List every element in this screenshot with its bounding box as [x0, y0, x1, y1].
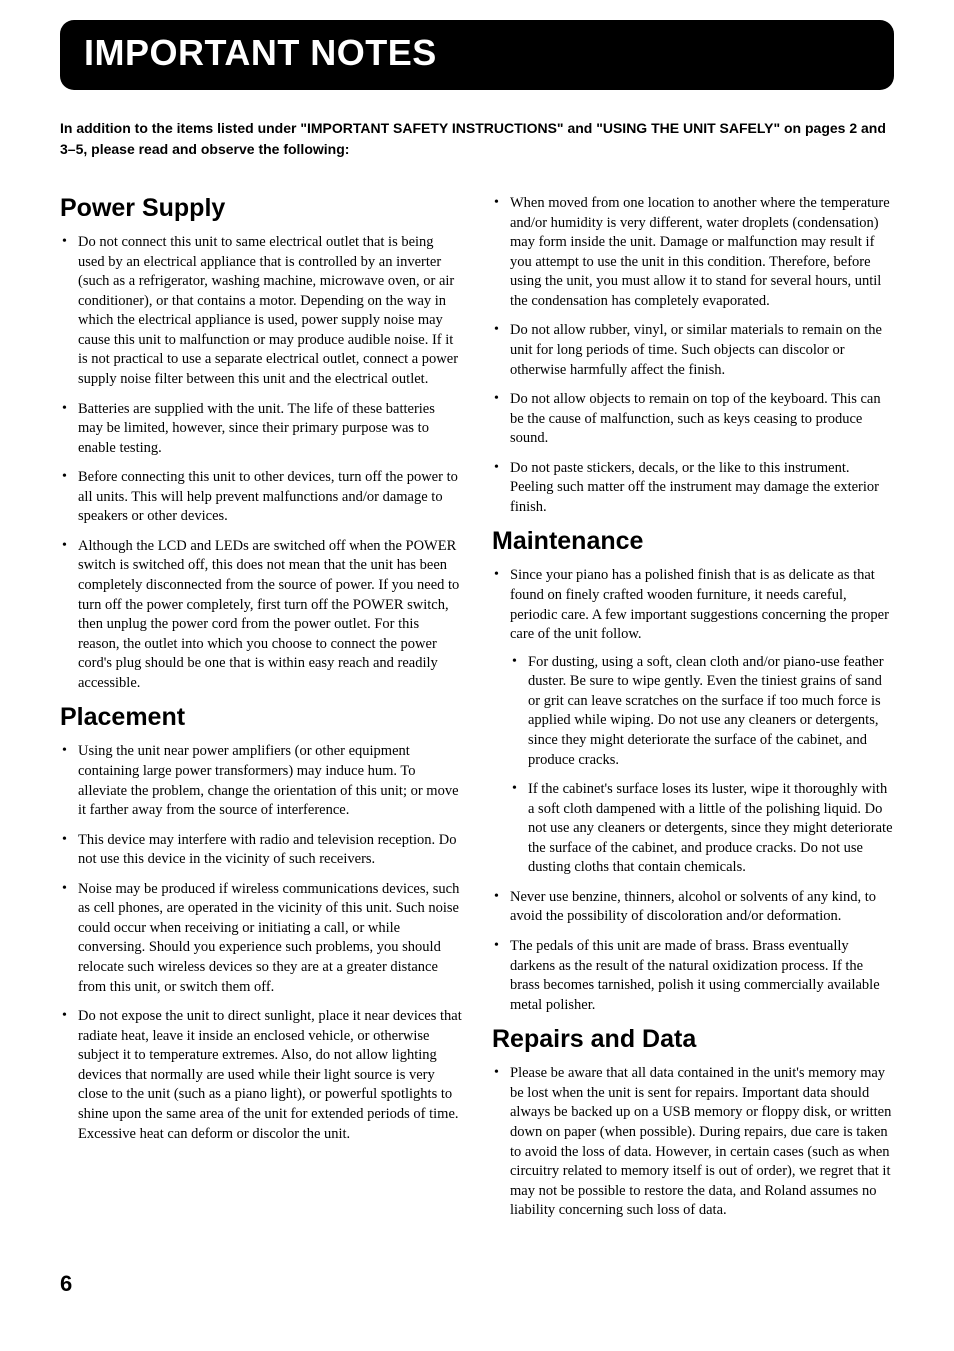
placement-heading: Placement [60, 703, 462, 732]
list-item: Before connecting this unit to other dev… [60, 468, 462, 527]
intro-paragraph: In addition to the items listed under "I… [60, 118, 894, 160]
list-item: Since your piano has a polished finish t… [492, 566, 894, 877]
list-item: Do not allow rubber, vinyl, or similar m… [492, 321, 894, 380]
title-banner: IMPORTANT NOTES [60, 20, 894, 90]
list-item: Noise may be produced if wireless commun… [60, 880, 462, 997]
page-title: IMPORTANT NOTES [84, 32, 870, 74]
list-item-text: Since your piano has a polished finish t… [510, 567, 889, 642]
left-column: Power Supply Do not connect this unit to… [60, 184, 462, 1231]
list-item: Do not expose the unit to direct sunligh… [60, 1007, 462, 1144]
power-supply-heading: Power Supply [60, 194, 462, 223]
placement-list-right: When moved from one location to another … [492, 194, 894, 517]
list-item: The pedals of this unit are made of bras… [492, 937, 894, 1015]
power-supply-list: Do not connect this unit to same electri… [60, 233, 462, 693]
list-item: Although the LCD and LEDs are switched o… [60, 537, 462, 694]
list-item: Do not connect this unit to same electri… [60, 233, 462, 390]
page-number: 6 [60, 1271, 894, 1297]
list-item: Using the unit near power amplifiers (or… [60, 742, 462, 820]
list-item: Never use benzine, thinners, alcohol or … [492, 888, 894, 927]
maintenance-sublist: For dusting, using a soft, clean cloth a… [510, 653, 894, 878]
list-item: Please be aware that all data contained … [492, 1064, 894, 1221]
list-item: Batteries are supplied with the unit. Th… [60, 400, 462, 459]
two-column-layout: Power Supply Do not connect this unit to… [60, 184, 894, 1231]
placement-list-left: Using the unit near power amplifiers (or… [60, 742, 462, 1144]
list-item: For dusting, using a soft, clean cloth a… [510, 653, 894, 770]
maintenance-heading: Maintenance [492, 527, 894, 556]
repairs-heading: Repairs and Data [492, 1025, 894, 1054]
list-item: This device may interfere with radio and… [60, 831, 462, 870]
list-item: When moved from one location to another … [492, 194, 894, 311]
list-item: Do not allow objects to remain on top of… [492, 390, 894, 449]
list-item: If the cabinet's surface loses its luste… [510, 780, 894, 878]
repairs-list: Please be aware that all data contained … [492, 1064, 894, 1221]
right-column: When moved from one location to another … [492, 184, 894, 1231]
maintenance-list: Since your piano has a polished finish t… [492, 566, 894, 1015]
list-item: Do not paste stickers, decals, or the li… [492, 459, 894, 518]
